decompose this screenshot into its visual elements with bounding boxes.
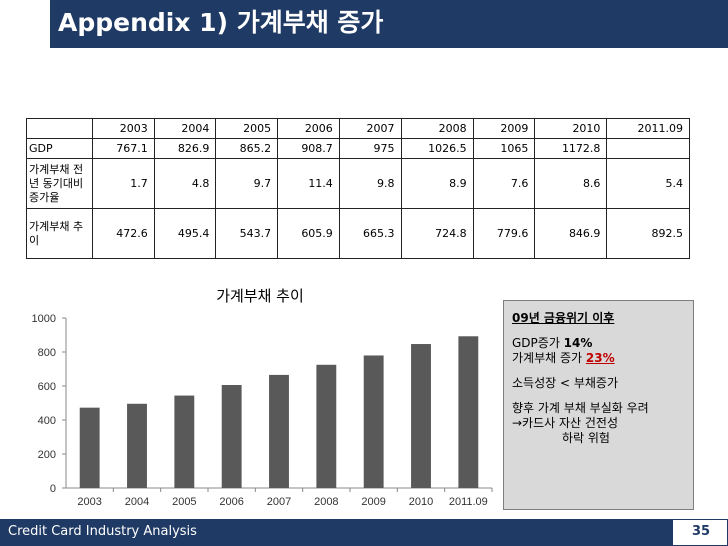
table-header-cell: 2005: [215, 118, 279, 139]
table-cell: 826.9: [153, 138, 217, 159]
table-header-row: 2003 2004 2005 2006 2007 2008 2009 2010 …: [26, 118, 690, 139]
table-cell: 724.8: [400, 208, 474, 259]
table-row-label: GDP: [26, 138, 93, 159]
table-cell: 779.6: [472, 208, 536, 259]
x-tick-label: 2009: [361, 496, 385, 508]
bar-chart: 0 200 400 600 800 1000 2003 2004 2005 2006 2007 200…: [32, 313, 493, 508]
table-cell: 1026.5: [400, 138, 474, 159]
table-header-cell: 2008: [400, 118, 474, 139]
info-risk: 하락 위험: [562, 431, 610, 445]
table-cell: 1172.8: [534, 138, 608, 159]
table-cell: 7.6: [472, 158, 536, 209]
info-gdp-line: GDP증가 14%: [512, 336, 685, 351]
table-cell: 767.1: [92, 138, 155, 159]
table-header-cell: 2009: [472, 118, 536, 139]
page-title: Appendix 1) 가계부채 증가: [58, 8, 384, 37]
y-tick-label: 600: [38, 381, 56, 393]
title-bar: Appendix 1) 가계부채 증가: [0, 0, 728, 48]
x-tick-label: 2005: [172, 496, 196, 508]
table-cell: [606, 138, 690, 159]
table-row-growth-rate: 가계부채 전년 동기대비 증가율 1.7 4.8 9.7 11.4 9.8 8.…: [26, 158, 690, 209]
info-gdp-value: 14%: [563, 336, 593, 350]
info-gdp-label: GDP증가: [512, 336, 564, 350]
table-cell: 9.8: [338, 158, 402, 209]
table-cell: 5.4: [606, 158, 690, 209]
bar: [127, 403, 147, 488]
y-tick-label: 400: [38, 415, 56, 427]
footer-bar: Credit Card Industry Analysis 35: [0, 519, 728, 546]
table-cell: 665.3: [338, 208, 402, 259]
info-concern: 향후 가계 부채 부실화 우려: [512, 401, 649, 415]
table-cell: 865.2: [215, 138, 279, 159]
y-tick-label: 1000: [32, 313, 56, 325]
info-debt-value: 23%: [585, 351, 615, 365]
bar: [316, 364, 337, 488]
x-tick-label: 2004: [125, 496, 149, 508]
bar: [221, 384, 242, 488]
x-tick-label: 2006: [219, 496, 243, 508]
bar: [269, 374, 289, 488]
table-row-household-debt: 가계부채 추이 472.6 495.4 543.7 605.9 665.3 72…: [26, 208, 690, 259]
table-cell: 908.7: [277, 138, 340, 159]
table-cell: 1065: [472, 138, 536, 159]
table-corner-cell: [26, 118, 93, 139]
bar: [411, 344, 431, 488]
info-comparison: 소득성장 < 부채증가: [512, 376, 619, 390]
table-header-cell: 2003: [92, 118, 155, 139]
table-cell: 846.9: [534, 208, 608, 259]
x-tick-label: 2011.09: [449, 496, 488, 508]
info-debt-line: 가계부채 증가 23%: [512, 351, 685, 366]
table-header-cell: 2006: [277, 118, 340, 139]
table-cell: 892.5: [606, 208, 690, 259]
table-row-label: 가계부채 전년 동기대비 증가율: [26, 158, 93, 209]
table-header-cell: 2007: [338, 118, 402, 139]
y-tick-label: 800: [38, 347, 56, 359]
table-cell: 4.8: [153, 158, 217, 209]
y-tick-label: 0: [50, 483, 56, 495]
x-tick-label: 2010: [409, 496, 433, 508]
info-heading: 09년 금융위기 이후: [512, 311, 615, 325]
y-tick-label: 200: [38, 449, 56, 461]
bar: [174, 395, 195, 488]
table-cell: 495.4: [153, 208, 217, 259]
bar: [458, 336, 479, 488]
table-cell: 605.9: [277, 208, 340, 259]
table-header-cell: 2011.09: [606, 118, 690, 139]
table-cell: 8.9: [400, 158, 474, 209]
table-cell: 975: [338, 138, 402, 159]
data-table: 2003 2004 2005 2006 2007 2008 2009 2010 …: [26, 118, 690, 259]
page-number-box: 35: [672, 519, 728, 546]
info-card-asset: →카드사 자산 건전성: [512, 416, 619, 430]
x-tick-label: 2003: [77, 496, 101, 508]
table-cell: 11.4: [277, 158, 340, 209]
bar: [79, 407, 100, 488]
info-box: 09년 금융위기 이후 GDP증가 14% 가계부채 증가 23% 소득성장 <…: [503, 300, 694, 510]
table-cell: 8.6: [534, 158, 608, 209]
table-cell: 543.7: [215, 208, 279, 259]
table-cell: 472.6: [92, 208, 155, 259]
page-number: 35: [691, 524, 711, 539]
footer-title: Credit Card Industry Analysis: [8, 524, 197, 539]
table-row-label: 가계부채 추이: [26, 208, 93, 259]
chart-title: 가계부채 추이: [216, 287, 304, 305]
table-cell: 9.7: [215, 158, 279, 209]
table-cell: 1.7: [92, 158, 155, 209]
table-row-gdp: GDP 767.1 826.9 865.2 908.7 975 1026.5 1…: [26, 138, 690, 159]
x-tick-label: 2007: [267, 496, 291, 508]
bar: [363, 355, 384, 488]
title-tab-decoration: [0, 0, 50, 48]
info-debt-label: 가계부채 증가: [512, 351, 586, 365]
table-header-cell: 2004: [153, 118, 217, 139]
table-header-cell: 2010: [534, 118, 608, 139]
x-tick-label: 2008: [314, 496, 338, 508]
